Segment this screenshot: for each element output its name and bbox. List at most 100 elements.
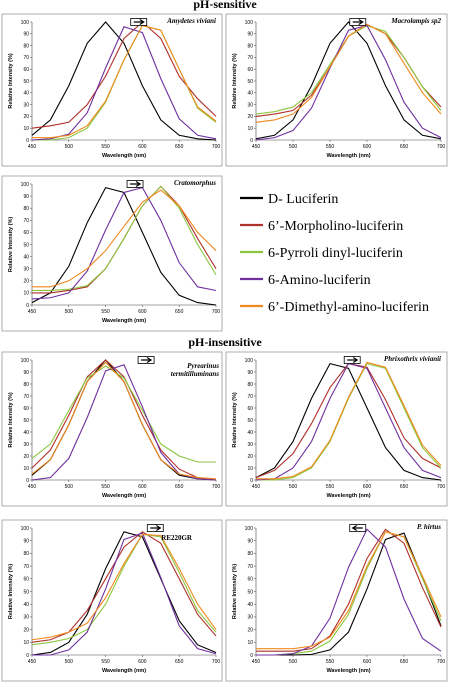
spectrum-line xyxy=(31,186,217,300)
panel-frame xyxy=(1,13,223,167)
shift-arrow xyxy=(130,180,142,188)
x-tick-label: 450 xyxy=(252,659,261,665)
y-tick-label: 50 xyxy=(23,242,29,248)
y-tick-label: 80 xyxy=(247,551,253,557)
panel-frame xyxy=(225,13,448,167)
spectrum-line xyxy=(31,21,217,129)
y-tick-label: 0 xyxy=(250,478,253,484)
y-axis-label: Relative Intensity (%) xyxy=(232,564,238,619)
x-tick-label: 550 xyxy=(101,144,110,150)
x-tick-label: 700 xyxy=(212,309,221,315)
y-tick-label: 0 xyxy=(250,653,253,659)
y-tick-label: 40 xyxy=(23,254,29,260)
y-tick-label: 10 xyxy=(247,466,253,472)
x-tick-label: 550 xyxy=(326,659,335,665)
y-tick-label: 30 xyxy=(23,442,29,448)
y-tick-label: 40 xyxy=(247,91,253,97)
spectrum-line xyxy=(32,24,217,139)
y-tick-label: 10 xyxy=(247,126,253,132)
spectrum-line xyxy=(255,23,442,117)
x-axis-label: Wavelength (nm) xyxy=(102,668,146,674)
x-tick-label: 450 xyxy=(28,484,37,490)
y-tick-label: 50 xyxy=(23,418,29,424)
x-tick-label: 600 xyxy=(138,659,147,665)
y-axis-label: Relative Intensity (%) xyxy=(8,564,14,619)
x-tick-label: 700 xyxy=(437,484,446,490)
y-tick-label: 20 xyxy=(23,279,29,285)
x-tick-label: 700 xyxy=(212,144,221,150)
spectrum-line xyxy=(255,21,442,140)
spectrum-line xyxy=(31,186,217,306)
x-tick-label: 650 xyxy=(175,309,184,315)
y-tick-label: 80 xyxy=(23,382,29,388)
y-tick-label: 80 xyxy=(247,382,253,388)
y-tick-label: 90 xyxy=(23,194,29,200)
y-tick-label: 90 xyxy=(247,32,253,38)
x-tick-label: 700 xyxy=(437,659,446,665)
spectrum-line xyxy=(255,24,442,115)
y-tick-label: 80 xyxy=(23,43,29,49)
y-axis-label: Relative Intensity (%) xyxy=(8,217,14,272)
legend-label: 6’-Morpholino-luciferin xyxy=(268,219,403,234)
x-tick-label: 500 xyxy=(65,659,74,665)
panel-title: RE220GR xyxy=(161,534,192,542)
y-tick-label: 60 xyxy=(247,406,253,412)
x-tick-label: 650 xyxy=(400,659,409,665)
x-tick-label: 650 xyxy=(175,659,184,665)
x-tick-label: 450 xyxy=(28,659,37,665)
y-tick-label: 10 xyxy=(23,126,29,132)
spectrum-line xyxy=(255,362,442,479)
spectrum-line xyxy=(31,531,217,656)
y-tick-label: 90 xyxy=(23,32,29,38)
y-tick-label: 20 xyxy=(247,114,253,120)
x-tick-label: 500 xyxy=(289,659,298,665)
x-tick-label: 500 xyxy=(65,484,74,490)
y-tick-label: 70 xyxy=(23,564,29,570)
y-tick-label: 90 xyxy=(23,370,29,376)
y-tick-label: 100 xyxy=(21,182,30,188)
y-tick-label: 30 xyxy=(23,267,29,273)
x-axis-label: Wavelength (nm) xyxy=(326,153,370,159)
y-tick-label: 30 xyxy=(247,102,253,108)
y-tick-label: 60 xyxy=(23,577,29,583)
y-tick-label: 40 xyxy=(23,430,29,436)
x-tick-label: 500 xyxy=(289,144,298,150)
y-tick-label: 40 xyxy=(23,602,29,608)
y-tick-label: 100 xyxy=(21,526,30,532)
spectrum-line xyxy=(32,185,217,292)
y-tick-label: 10 xyxy=(247,640,253,646)
x-axis-label: Wavelength (nm) xyxy=(102,493,146,499)
x-tick-label: 600 xyxy=(363,659,372,665)
y-tick-label: 0 xyxy=(26,653,29,659)
spectrum-line xyxy=(256,528,442,652)
x-tick-label: 700 xyxy=(437,144,446,150)
shift-arrow xyxy=(352,18,364,26)
y-tick-label: 20 xyxy=(23,454,29,460)
spectrum-line xyxy=(31,533,217,646)
x-axis-label: Wavelength (nm) xyxy=(102,318,146,324)
y-tick-label: 70 xyxy=(247,55,253,61)
shift-arrow xyxy=(141,356,153,364)
y-axis-label: Relative Intensity (%) xyxy=(8,392,14,447)
y-tick-label: 60 xyxy=(23,67,29,73)
y-tick-label: 30 xyxy=(247,442,253,448)
panel-title: Pyrearinus termitilluminans xyxy=(170,362,219,378)
spectrum-line xyxy=(31,531,217,643)
x-axis-label: Wavelength (nm) xyxy=(326,493,370,499)
y-axis-label: Relative Intensity (%) xyxy=(8,53,14,108)
y-tick-label: 0 xyxy=(26,138,29,144)
x-tick-label: 600 xyxy=(363,484,372,490)
x-axis-label: Wavelength (nm) xyxy=(326,668,370,674)
y-axis-label: Relative Intensity (%) xyxy=(232,392,238,447)
shift-arrow xyxy=(351,524,363,532)
y-tick-label: 10 xyxy=(23,291,29,297)
spectrum-line xyxy=(256,532,442,656)
panel-frame xyxy=(1,519,223,682)
y-tick-label: 70 xyxy=(23,55,29,61)
section-heading: pH-insensitive xyxy=(188,335,262,349)
y-tick-label: 10 xyxy=(23,466,29,472)
panel-frame xyxy=(1,351,223,507)
spectrum-line xyxy=(256,528,442,656)
y-tick-label: 90 xyxy=(247,370,253,376)
spectrum-line xyxy=(255,24,442,141)
